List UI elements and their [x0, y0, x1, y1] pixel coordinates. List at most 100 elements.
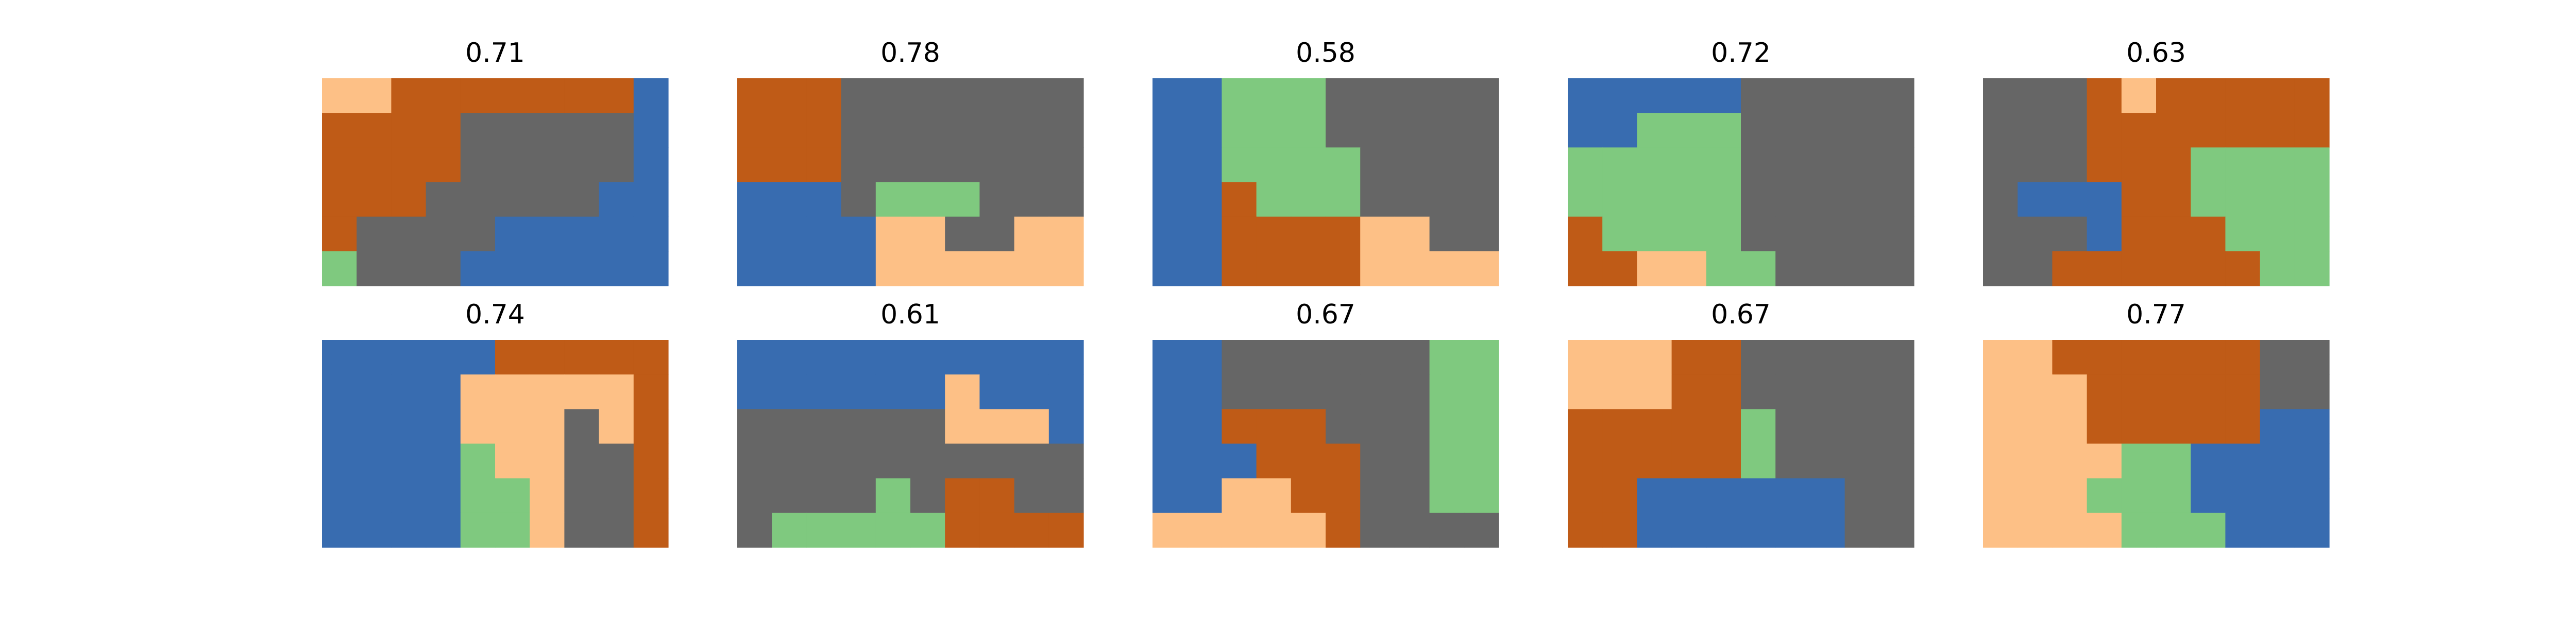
- heatmap-cell-gray: [1810, 443, 1845, 479]
- heatmap-cell-gray: [1222, 340, 1257, 375]
- heatmap-cell-gray: [910, 409, 945, 444]
- heatmap-cell-blue: [875, 374, 911, 409]
- heatmap-cell-blue: [772, 251, 807, 286]
- heatmap-cell-gray: [2018, 113, 2053, 148]
- heatmap-cell-gray: [2294, 374, 2330, 409]
- heatmap-cell-blue: [1153, 251, 1188, 286]
- heatmap-cell-gray: [737, 512, 772, 548]
- heatmap-cell-green: [2156, 443, 2191, 479]
- heatmap-cell-orange: [2191, 409, 2226, 444]
- heatmap-cell-gray: [460, 216, 496, 252]
- heatmap-cell-green: [1256, 78, 1292, 113]
- heatmap-cell-gray: [495, 147, 530, 183]
- heatmap-cell-orange: [322, 182, 357, 217]
- heatmap-cell-gray: [910, 113, 945, 148]
- heatmap-cell-gray: [1048, 478, 1084, 513]
- heatmap-cell-blue: [357, 340, 392, 375]
- heatmap-cell-green: [1464, 478, 1499, 513]
- heatmap-cell-blue: [1741, 512, 1776, 548]
- heatmap-cell-blue: [2225, 512, 2261, 548]
- heatmap-cell-gray: [1395, 147, 1430, 183]
- heatmap-cell-green: [841, 512, 876, 548]
- heatmap-cell-gray: [737, 443, 772, 479]
- heatmap-cells: [1153, 78, 1499, 286]
- heatmap-cell-green: [1741, 409, 1776, 444]
- heatmap-cell-gray: [1844, 251, 1880, 286]
- heatmap-cell-gray: [1775, 443, 1810, 479]
- heatmap-cell-gray: [1429, 78, 1465, 113]
- heatmap-cell-blue: [2294, 478, 2330, 513]
- heatmap-cell-blue: [737, 216, 772, 252]
- heatmap-cell-gray: [1983, 216, 2018, 252]
- heatmap-cell-orange: [426, 78, 461, 113]
- heatmap-cell-blue: [391, 340, 427, 375]
- heatmap-cell-peach: [945, 374, 980, 409]
- heatmap-cell-gray: [530, 147, 565, 183]
- heatmap-cell-gray: [1048, 147, 1084, 183]
- heatmap-cell-gray: [1395, 409, 1430, 444]
- heatmap-cell-blue: [633, 78, 669, 113]
- heatmap-cell-blue: [1671, 512, 1707, 548]
- heatmap-cell-blue: [1568, 113, 1603, 148]
- heatmap-cell-blue: [1187, 374, 1222, 409]
- heatmap-cell-blue: [806, 374, 842, 409]
- heatmap-cell-orange: [530, 340, 565, 375]
- heatmap-cell-gray: [1775, 182, 1810, 217]
- heatmap-cell-peach: [1222, 512, 1257, 548]
- heatmap-cell-blue: [1153, 374, 1188, 409]
- heatmap-cell-gray: [1048, 443, 1084, 479]
- heatmap-cell-peach: [979, 251, 1015, 286]
- heatmap-cell-gray: [564, 512, 600, 548]
- heatmap-cell-orange: [2260, 78, 2295, 113]
- heatmap-cells: [1983, 340, 2330, 548]
- heatmap-cell-green: [2294, 147, 2330, 183]
- heatmap-cell-green: [910, 182, 945, 217]
- heatmap-cell-peach: [495, 409, 530, 444]
- heatmap-cell-orange: [391, 113, 427, 148]
- heatmap-cell-orange: [2225, 409, 2261, 444]
- heatmap-cell-blue: [322, 478, 357, 513]
- heatmap-cell-gray: [1810, 216, 1845, 252]
- heatmap-cell-orange: [564, 78, 600, 113]
- heatmap-cell-orange: [1568, 478, 1603, 513]
- heatmap-cell-gray: [1844, 512, 1880, 548]
- heatmap-cell-peach: [1014, 251, 1049, 286]
- heatmap-cell-green: [460, 512, 496, 548]
- heatmap-cell-blue: [633, 251, 669, 286]
- heatmap-cell-peach: [1048, 216, 1084, 252]
- heatmap-cell-blue: [391, 443, 427, 479]
- heatmap-cell-orange: [2121, 340, 2157, 375]
- heatmap-cell-orange: [391, 78, 427, 113]
- heatmap-cell-gray: [1464, 147, 1499, 183]
- heatmap-cell-green: [1222, 147, 1257, 183]
- heatmap-cell-green: [1464, 409, 1499, 444]
- heatmap-cell-green: [945, 182, 980, 217]
- heatmap-cell-gray: [1395, 113, 1430, 148]
- heatmap-cell-gray: [1741, 216, 1776, 252]
- heatmap-cell-orange: [633, 374, 669, 409]
- heatmap-cell-gray: [910, 478, 945, 513]
- heatmap-cell-peach: [875, 216, 911, 252]
- heatmap-cell-orange: [1256, 251, 1292, 286]
- heatmap-cell-peach: [2018, 443, 2053, 479]
- heatmap-cell-blue: [633, 113, 669, 148]
- panel-title: 0.78: [880, 38, 940, 68]
- heatmap-cell-orange: [806, 113, 842, 148]
- heatmap-cell-green: [460, 478, 496, 513]
- heatmap-cell-blue: [1187, 182, 1222, 217]
- heatmap-cell-gray: [1395, 478, 1430, 513]
- heatmap-cell-green: [1671, 113, 1707, 148]
- heatmap-cell-orange: [2087, 113, 2122, 148]
- heatmap-cell-blue: [1810, 478, 1845, 513]
- heatmap-cell-peach: [1464, 251, 1499, 286]
- heatmap-cell-gray: [530, 182, 565, 217]
- heatmap-cell-green: [1706, 182, 1741, 217]
- heatmap-cell-gray: [1775, 78, 1810, 113]
- heatmap-cell-blue: [599, 216, 634, 252]
- heatmap-cell-peach: [1983, 512, 2018, 548]
- heatmap-cell-orange: [1706, 409, 1741, 444]
- heatmap-cell-gray: [1014, 78, 1049, 113]
- heatmap-cell-blue: [979, 340, 1015, 375]
- heatmap-cell-green: [2260, 147, 2295, 183]
- heatmap-cell-blue: [391, 374, 427, 409]
